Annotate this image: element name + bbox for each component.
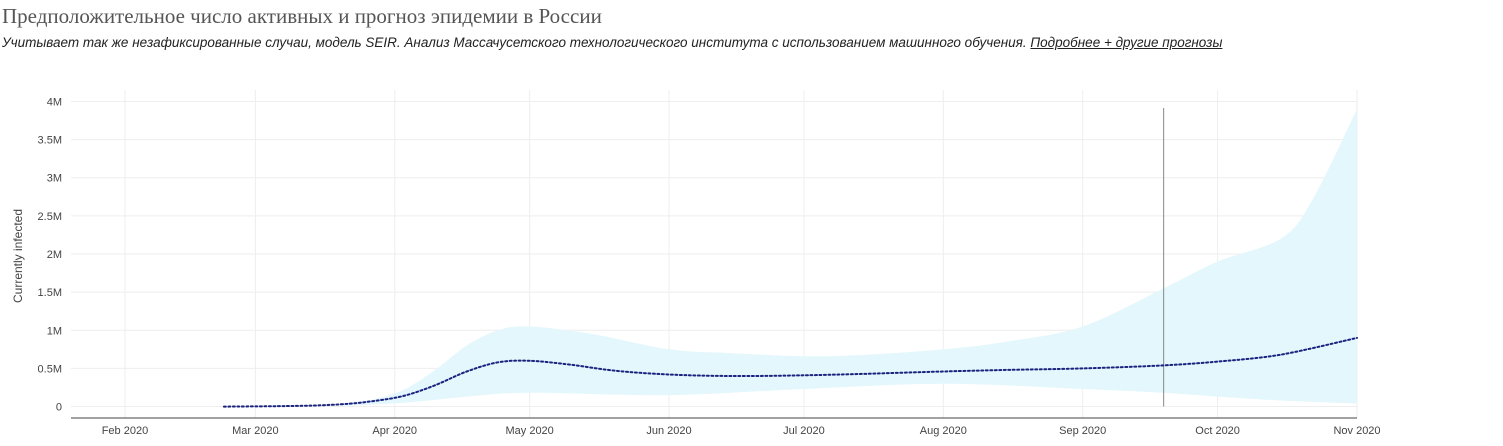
forecast-line [222, 336, 1358, 408]
x-tick-label: Sep 2020 [1059, 425, 1106, 437]
confidence-band [340, 109, 1357, 406]
y-tick-label: 1.5M [38, 287, 62, 299]
x-tick-label: Jun 2020 [646, 425, 691, 437]
x-tick-label: Feb 2020 [102, 425, 148, 437]
more-forecasts-link[interactable]: Подробнее + другие прогнозы [1030, 35, 1223, 50]
y-axis: 0 0.5M 1M 1.5M 2M 2.5M 3M 3.5M 4M [38, 96, 62, 413]
x-tick-label: Apr 2020 [372, 425, 417, 437]
y-tick-label: 4M [47, 96, 62, 108]
y-tick-label: 2.5M [38, 211, 62, 223]
x-tick-label: Jul 2020 [783, 425, 825, 437]
x-tick-label: Oct 2020 [1195, 425, 1240, 437]
subtitle-text: Учитывает так же незафиксированные случа… [2, 35, 1031, 50]
x-tick-label: Nov 2020 [1333, 425, 1380, 437]
confidence-band-area [340, 109, 1357, 406]
x-axis: Feb 2020 Mar 2020 Apr 2020 May 2020 Jun 2020… [102, 425, 1381, 437]
x-tick-label: Aug 2020 [920, 425, 967, 437]
page-subtitle: Учитывает так же незафиксированные случа… [2, 35, 1222, 50]
y-tick-label: 0.5M [38, 363, 62, 375]
y-tick-label: 3.5M [38, 135, 62, 147]
forecast-line-path [222, 336, 1358, 408]
y-tick-label: 0 [56, 402, 62, 414]
x-tick-label: May 2020 [505, 425, 553, 437]
y-tick-label: 2M [47, 249, 62, 261]
y-axis-label: Currently infected [11, 209, 25, 303]
x-tick-label: Mar 2020 [232, 425, 278, 437]
page-title: Предположительное число активных и прогн… [2, 4, 602, 28]
y-tick-label: 3M [47, 173, 62, 185]
y-tick-label: 1M [47, 325, 62, 337]
